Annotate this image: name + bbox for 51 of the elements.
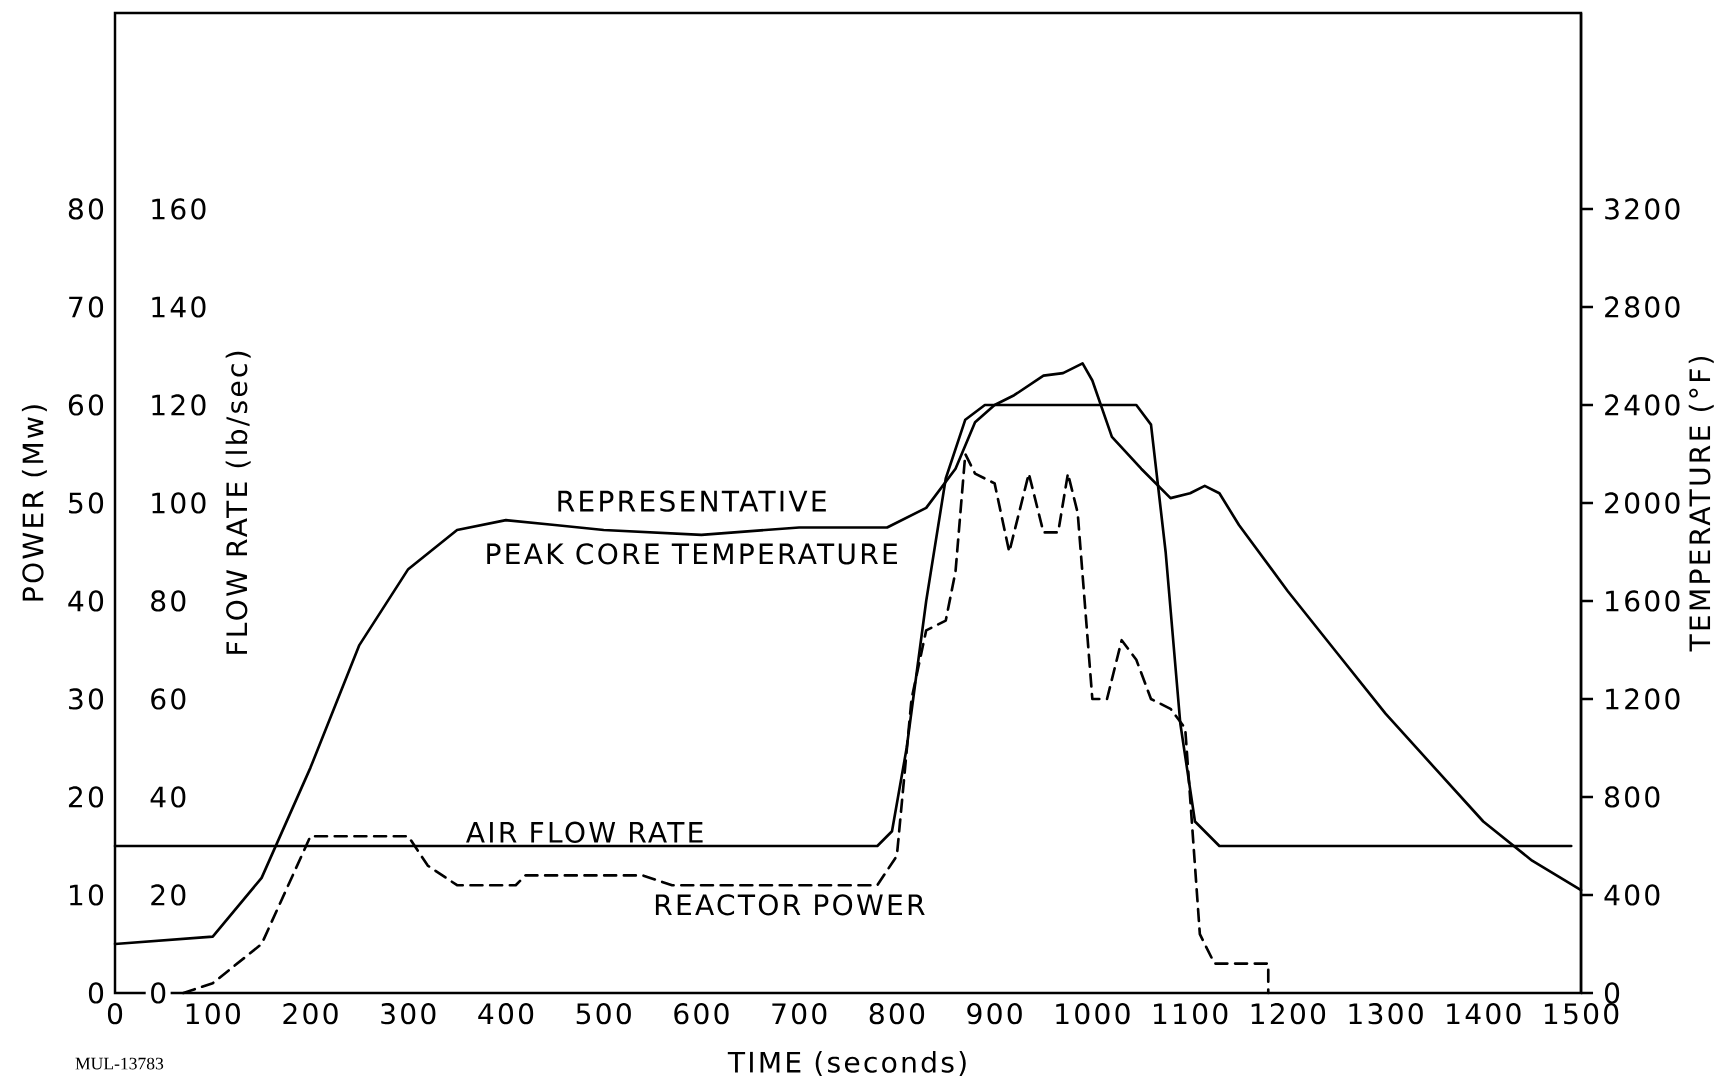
y2-tick-label: 80 (151, 590, 186, 612)
y3-tick-label: 2400 (1605, 394, 1680, 416)
x-tick-label: 300 (381, 1003, 436, 1025)
x-tick-label: 0 (107, 1003, 123, 1025)
y-tick-label: 10 (69, 884, 104, 906)
x-tick-label: 700 (772, 1003, 827, 1025)
y-axis-title: POWER (Mw) (21, 405, 47, 601)
y3-tick-label: 400 (1604, 884, 1660, 906)
y-tick-label: 80 (68, 198, 104, 220)
x-tick-label: 1000 (1056, 1003, 1130, 1025)
x-tick-label: 100 (186, 1003, 240, 1025)
x-tick-label: 200 (283, 1003, 338, 1025)
y2-tick-label: 40 (150, 786, 186, 808)
x-tick-label: 1300 (1349, 1003, 1423, 1025)
text: MUL-13783 (75, 1057, 164, 1070)
y2-tick-label: 160 (152, 198, 206, 220)
y-tick-label: 60 (68, 394, 104, 416)
y2-tick-label: 120 (152, 394, 206, 416)
y2-axis-title: FLOW RATE (lb/sec) (225, 351, 251, 654)
y2-tick-label: 20 (151, 884, 186, 906)
x-tick-label: 1200 (1251, 1003, 1326, 1025)
series-label: REACTOR POWER (655, 894, 925, 916)
y3-tick-label: 2000 (1605, 492, 1680, 514)
series-label: REPRESENTATIVE PEAK CORE TEMPERATURE (487, 490, 897, 565)
x-tick-label: 600 (674, 1003, 729, 1025)
x-tick-label: 900 (967, 1003, 1022, 1025)
x-tick-label: 800 (869, 1003, 925, 1025)
y-tick-label: 0 (88, 982, 104, 1004)
y2-tick-label: 100 (152, 492, 206, 514)
x-tick-label: 1100 (1154, 1003, 1228, 1025)
y3-tick-label: 800 (1605, 786, 1660, 808)
y2-tick-label: 140 (152, 296, 206, 318)
y3-axis-title: TEMPERATURE (°F) (1688, 356, 1714, 652)
x-tick-label: 400 (478, 1003, 534, 1025)
y3-tick-label: 1600 (1606, 590, 1680, 612)
y-tick-label: 40 (68, 590, 104, 612)
x-tick-label: 1500 (1544, 1003, 1619, 1025)
y2-tick-label: 0 (151, 982, 166, 1004)
y2-tick-label: 60 (151, 688, 186, 710)
y3-tick-label: 0 (1604, 982, 1620, 1004)
series-label: AIR FLOW RATE (466, 821, 703, 843)
y-tick-label: 20 (68, 786, 104, 808)
y-tick-label: 30 (69, 688, 104, 710)
x-axis-title: TIME (seconds) (727, 1051, 966, 1077)
x-tick-label: 1400 (1447, 1003, 1521, 1025)
y3-tick-label: 3200 (1605, 198, 1680, 220)
y3-tick-label: 1200 (1606, 688, 1680, 710)
y-tick-label: 50 (69, 492, 104, 514)
y-tick-label: 70 (69, 296, 104, 318)
y3-tick-label: 2800 (1605, 296, 1680, 318)
x-tick-label: 500 (576, 1003, 631, 1025)
